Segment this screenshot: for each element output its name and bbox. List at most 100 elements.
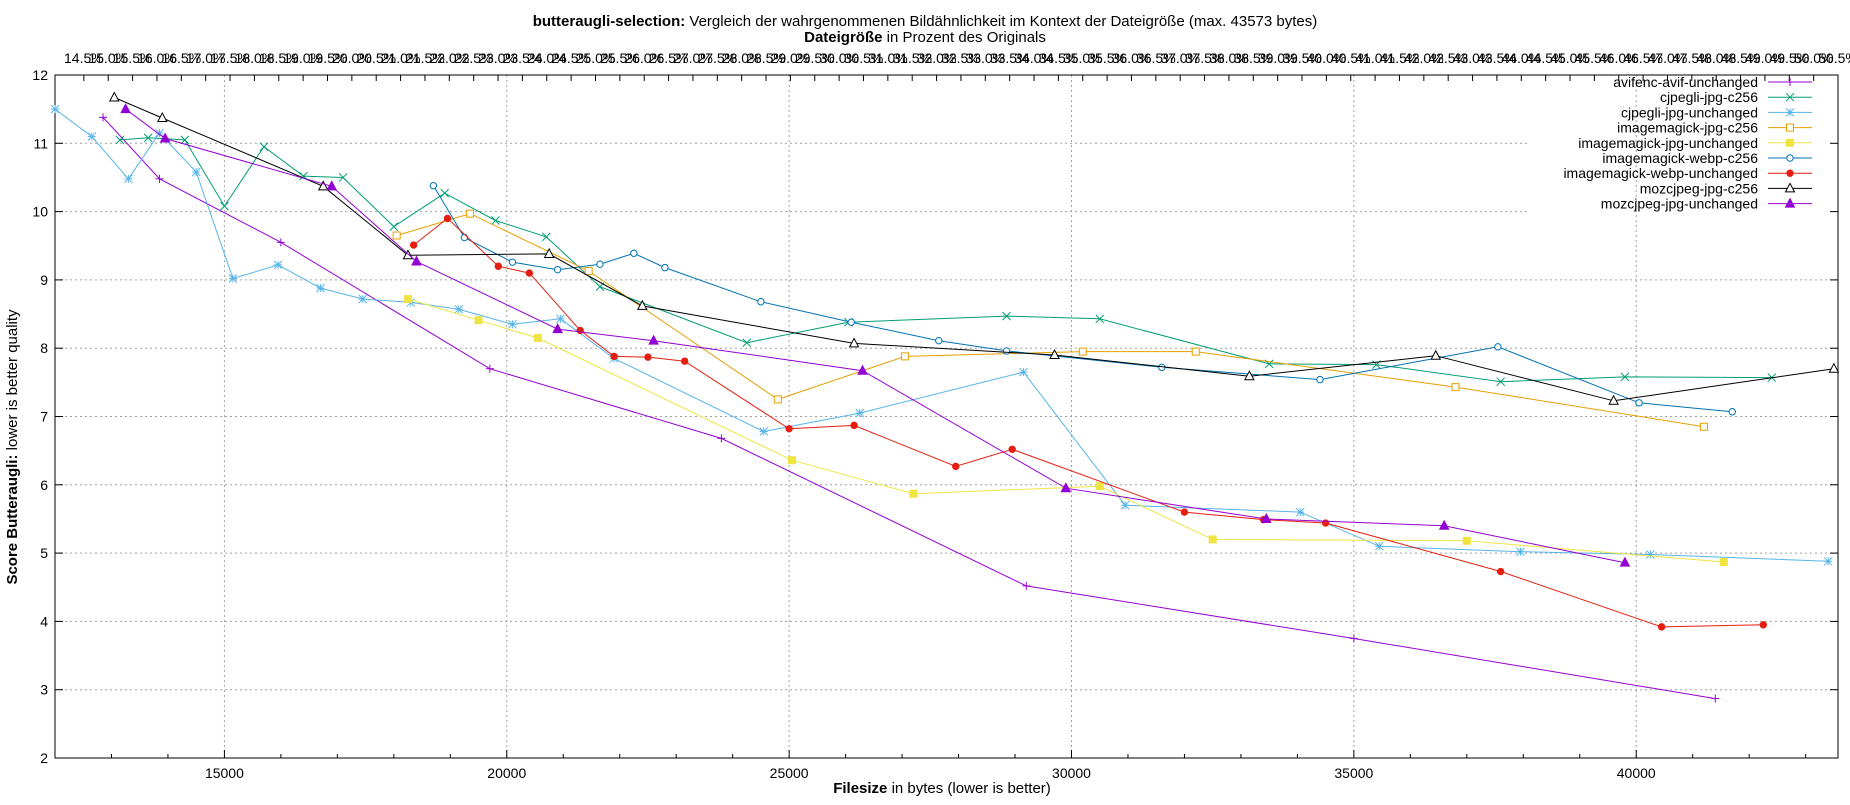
data-point	[1002, 311, 1011, 321]
data-point	[1049, 348, 1060, 360]
series-cjpegli-jpg-c256	[115, 133, 1777, 387]
x2-tick-label: 50.5%	[1818, 50, 1850, 66]
data-point	[120, 103, 131, 114]
y-tick-label: 4	[40, 613, 48, 629]
data-point	[191, 167, 201, 177]
data-point	[900, 352, 909, 361]
x2-tick-label: 44.0%	[1501, 50, 1541, 66]
data-point	[440, 188, 450, 198]
data-point	[787, 456, 796, 465]
data-point	[855, 408, 865, 418]
data-point	[1208, 535, 1217, 544]
x2-tick-label: 35.5%	[1087, 50, 1127, 66]
data-point	[773, 395, 782, 404]
x2-tick-label: 25.5%	[600, 50, 640, 66]
y-tick-label: 6	[40, 477, 48, 493]
data-point	[1374, 541, 1384, 551]
y-axis-label-bold: Score Butteraugli:	[4, 455, 21, 585]
x-tick-label: 35000	[1334, 765, 1373, 781]
data-point	[220, 201, 229, 211]
data-point	[99, 113, 108, 122]
data-point	[1711, 694, 1720, 703]
data-point	[474, 316, 483, 325]
legend-marker	[1784, 197, 1796, 208]
data-point	[338, 173, 348, 182]
y-tick-label: 2	[40, 750, 48, 766]
legend-label: imagemagick-jpg-unchanged	[1578, 135, 1758, 151]
y-tick-label: 9	[40, 272, 48, 288]
x2-tick-label: 35.0%	[1063, 50, 1103, 66]
x2-tick-label: 17.5%	[210, 50, 250, 66]
x2-tick-label: 24.0%	[527, 50, 567, 66]
data-point	[630, 249, 638, 257]
data-point	[389, 222, 399, 231]
y-tick-label: 12	[32, 67, 48, 83]
data-point	[1619, 556, 1631, 567]
x2-tick-label: 29.0%	[771, 50, 811, 66]
chart-subtitle-rest: in Prozent des Originals	[882, 29, 1045, 46]
legend-label: mozcjpeg-jpg-unchanged	[1601, 196, 1758, 212]
x-tick-label: 25000	[770, 765, 809, 781]
data-point	[392, 231, 401, 240]
data-point	[1095, 314, 1105, 324]
y-tick-label: 11	[33, 135, 48, 151]
series-imagemagick-webp-unchanged	[409, 214, 1767, 631]
data-point	[317, 180, 329, 191]
data-point	[952, 462, 960, 471]
y-tick-label: 5	[40, 545, 48, 561]
x2-tick-label: 27.5%	[697, 50, 737, 66]
data-point	[466, 209, 475, 218]
series-line	[114, 97, 1834, 402]
legend-label: imagemagick-jpg-c256	[1617, 120, 1758, 136]
x2-tick-label: 42.0%	[1404, 50, 1444, 66]
x2-tick-label: 18.0%	[235, 50, 275, 66]
data-point	[1002, 347, 1011, 355]
legend-marker	[1785, 92, 1795, 102]
x-tick-label: 20000	[487, 765, 526, 781]
x2-tick-label: 34.0%	[1014, 50, 1054, 66]
data-point	[610, 352, 618, 361]
x2-tick-label: 30.5%	[844, 50, 884, 66]
data-point	[648, 334, 659, 345]
x-axis-label: Filesize in bytes (lower is better)	[833, 780, 1051, 797]
data-point	[1657, 623, 1666, 631]
data-point	[1759, 621, 1767, 629]
y-axis-label: Score Butteraugli: lower is better quali…	[4, 309, 21, 585]
x-tick-label: 30000	[1052, 765, 1091, 781]
x-tick-label: 15000	[205, 765, 244, 781]
legend-marker	[1786, 138, 1794, 147]
data-point	[403, 295, 412, 304]
series-line	[407, 298, 1724, 563]
x2-tick-label: 20.5%	[356, 50, 396, 66]
data-point	[1120, 500, 1130, 510]
data-point	[543, 247, 555, 258]
data-point	[1095, 482, 1104, 491]
data-point	[485, 364, 494, 373]
data-point	[1620, 372, 1630, 382]
data-point	[1316, 375, 1324, 384]
data-point	[1078, 347, 1087, 356]
x2-tick-label: 39.0%	[1258, 50, 1298, 66]
series-line	[119, 137, 1772, 383]
data-point	[1019, 367, 1028, 377]
x2-tick-label: 24.5%	[551, 50, 591, 66]
chart-subtitle-bold: Dateigröße	[804, 29, 882, 46]
x2-tick-label: 37.0%	[1160, 50, 1200, 66]
x2-tick-label: 48.0%	[1696, 50, 1736, 66]
x2-tick-label: 17.0%	[186, 50, 226, 66]
data-point	[556, 314, 565, 324]
x2-tick-label: 15.5%	[113, 50, 153, 66]
x2-tick-label: 26.0%	[624, 50, 664, 66]
series-avifenc-avif-unchanged	[99, 113, 1720, 703]
data-point	[1430, 349, 1442, 360]
legend-label: cjpegli-jpg-c256	[1660, 89, 1758, 105]
data-point	[143, 133, 153, 143]
series-line	[125, 108, 1626, 564]
data-point	[1008, 445, 1016, 453]
x2-tick-label: 42.5%	[1428, 50, 1468, 66]
x2-tick-label: 23.5%	[503, 50, 543, 66]
data-point	[596, 260, 604, 268]
data-point	[326, 180, 338, 191]
x2-tick-label: 20.0%	[332, 50, 372, 66]
